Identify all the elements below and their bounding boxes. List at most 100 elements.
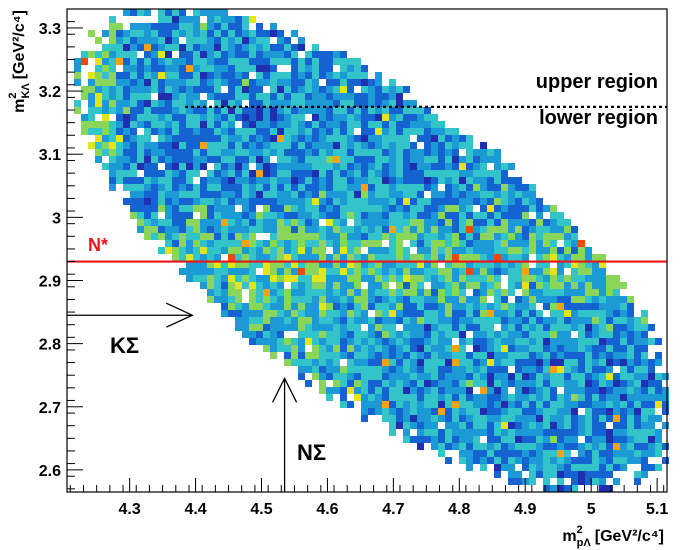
heatmap-bin: [452, 163, 459, 170]
heatmap-bin: [193, 51, 200, 58]
heatmap-bin: [473, 366, 480, 373]
heatmap-bin: [221, 107, 228, 114]
heatmap-bin: [130, 149, 137, 156]
heatmap-bin: [291, 268, 298, 275]
heatmap-bin: [627, 408, 634, 415]
heatmap-bin: [424, 114, 431, 121]
heatmap-bin: [452, 296, 459, 303]
heatmap-bin: [340, 142, 347, 149]
heatmap-bin: [438, 317, 445, 324]
heatmap-bin: [648, 373, 655, 380]
heatmap-bin: [200, 275, 207, 282]
heatmap-bin: [585, 338, 592, 345]
heatmap-bin: [193, 170, 200, 177]
heatmap-bin: [424, 352, 431, 359]
heatmap-bin: [529, 422, 536, 429]
heatmap-bin: [263, 100, 270, 107]
heatmap-bin: [515, 212, 522, 219]
heatmap-bin: [235, 163, 242, 170]
heatmap-bin: [585, 268, 592, 275]
heatmap-bin: [599, 310, 606, 317]
heatmap-bin: [445, 240, 452, 247]
heatmap-bin: [102, 142, 109, 149]
heatmap-bin: [298, 212, 305, 219]
heatmap-bin: [221, 296, 228, 303]
heatmap-bin: [137, 44, 144, 51]
heatmap-bin: [298, 226, 305, 233]
heatmap-bin: [459, 415, 466, 422]
heatmap-bin: [165, 128, 172, 135]
heatmap-bin: [123, 93, 130, 100]
heatmap-bin: [641, 345, 648, 352]
heatmap-bin: [242, 23, 249, 30]
heatmap-bin: [158, 205, 165, 212]
heatmap-bin: [123, 51, 130, 58]
heatmap-bin: [487, 324, 494, 331]
heatmap-bin: [396, 142, 403, 149]
heatmap-bin: [578, 352, 585, 359]
heatmap-bin: [620, 401, 627, 408]
heatmap-bin: [620, 366, 627, 373]
heatmap-bin: [193, 79, 200, 86]
x-tick-label: 5.1: [646, 501, 668, 518]
heatmap-bin: [599, 415, 606, 422]
heatmap-bin: [158, 30, 165, 37]
heatmap-bin: [179, 240, 186, 247]
heatmap-bin: [382, 366, 389, 373]
heatmap-bin: [389, 226, 396, 233]
heatmap-bin: [298, 219, 305, 226]
heatmap-bin: [158, 121, 165, 128]
heatmap-bin: [200, 282, 207, 289]
heatmap-bin: [403, 331, 410, 338]
heatmap-bin: [536, 464, 543, 471]
heatmap-bin: [410, 114, 417, 121]
heatmap-bin: [221, 51, 228, 58]
heatmap-bin: [508, 415, 515, 422]
heatmap-bin: [326, 142, 333, 149]
heatmap-bin: [508, 359, 515, 366]
heatmap-bin: [263, 268, 270, 275]
heatmap-bin: [354, 303, 361, 310]
heatmap-bin: [298, 72, 305, 79]
heatmap-bin: [312, 233, 319, 240]
heatmap-bin: [375, 254, 382, 261]
heatmap-bin: [123, 58, 130, 65]
heatmap-bin: [515, 247, 522, 254]
heatmap-bin: [417, 373, 424, 380]
heatmap-bin: [172, 121, 179, 128]
heatmap-bin: [340, 261, 347, 268]
heatmap-bin: [522, 408, 529, 415]
heatmap-bin: [494, 191, 501, 198]
heatmap-bin: [382, 156, 389, 163]
heatmap-bin: [235, 23, 242, 30]
heatmap-bin: [312, 331, 319, 338]
heatmap-bin: [501, 233, 508, 240]
heatmap-bin: [361, 289, 368, 296]
heatmap-bin: [144, 191, 151, 198]
heatmap-bin: [333, 149, 340, 156]
heatmap-bin: [543, 415, 550, 422]
heatmap-bin: [459, 219, 466, 226]
heatmap-bin: [515, 380, 522, 387]
heatmap-bin: [277, 338, 284, 345]
heatmap-bin: [305, 261, 312, 268]
heatmap-bin: [592, 303, 599, 310]
heatmap-bin: [494, 156, 501, 163]
heatmap-bin: [592, 331, 599, 338]
heatmap-bin: [522, 254, 529, 261]
heatmap-bin: [494, 219, 501, 226]
heatmap-bin: [648, 436, 655, 443]
heatmap-bin: [627, 345, 634, 352]
heatmap-bin: [235, 198, 242, 205]
heatmap-bin: [375, 373, 382, 380]
heatmap-bin: [291, 282, 298, 289]
heatmap-bin: [382, 352, 389, 359]
heatmap-bin: [193, 135, 200, 142]
heatmap-bin: [599, 345, 606, 352]
heatmap-bin: [473, 296, 480, 303]
heatmap-bin: [543, 324, 550, 331]
heatmap-bin: [326, 317, 333, 324]
heatmap-bin: [109, 100, 116, 107]
heatmap-bin: [515, 471, 522, 478]
